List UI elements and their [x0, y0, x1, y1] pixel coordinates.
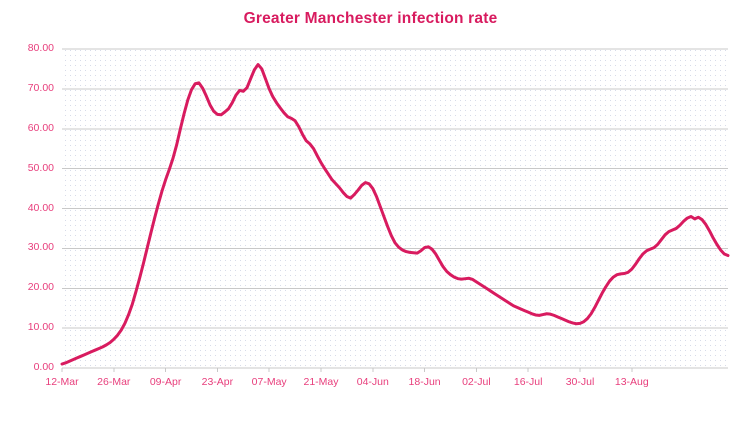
- y-axis-tick-label: 40.00: [27, 201, 54, 214]
- gridlines: [62, 48, 728, 369]
- y-axis-tick-label: 50.00: [27, 161, 54, 174]
- y-axis-tick-label: 80.00: [27, 42, 54, 54]
- x-axis-tick-label: 30-Jul: [565, 376, 595, 388]
- y-axis-tick-label: 30.00: [27, 241, 54, 254]
- x-axis-tick-label: 26-Mar: [97, 376, 131, 388]
- x-axis-tick-label: 23-Apr: [201, 376, 234, 388]
- x-axis-tick-label: 04-Jun: [356, 376, 389, 388]
- x-axis-tick-marks: [61, 368, 633, 372]
- y-axis-tick-label: 60.00: [27, 121, 54, 134]
- x-axis-tick-label: 12-Mar: [45, 376, 79, 388]
- x-axis-tick-label: 21-May: [303, 376, 339, 388]
- y-axis-tick-label: 0.00: [33, 361, 54, 373]
- x-axis-tick-label: 13-Aug: [614, 376, 649, 388]
- x-axis-tick-label: 02-Jul: [462, 376, 491, 388]
- y-axis-tick-label: 70.00: [27, 81, 54, 94]
- x-axis-tick-label: 18-Jun: [408, 376, 441, 388]
- x-axis-tick-label: 16-Jul: [513, 376, 543, 388]
- y-axis-tick-label: 20.00: [27, 281, 54, 294]
- x-axis-tick-label: 07-May: [251, 376, 287, 388]
- y-axis-tick-label: 10.00: [27, 321, 54, 334]
- x-axis-tick-label: 09-Apr: [149, 376, 182, 388]
- data-line-series: [60, 63, 730, 366]
- chart-title: Greater Manchester infection rate: [243, 10, 498, 27]
